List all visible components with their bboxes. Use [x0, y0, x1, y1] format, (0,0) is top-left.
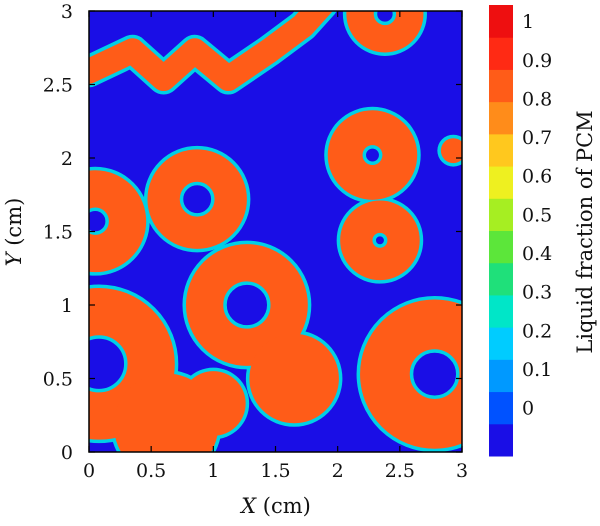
colorbar-tick-label: 0.8 [522, 88, 552, 110]
colorbar-swatch [489, 391, 513, 425]
colorbar-label: Liquid fraction of PCM [573, 110, 597, 353]
y-tick-label: 0 [61, 442, 73, 464]
plot-area [88, 10, 463, 453]
liquid-fraction-field [89, 11, 462, 452]
molten-ring [346, 11, 424, 53]
molten-band [89, 11, 333, 92]
molten-ring [89, 170, 147, 273]
colorbar-swatch [489, 37, 513, 70]
x-axis-label: X (cm) [239, 494, 311, 518]
colorbar-swatch [489, 166, 513, 199]
colorbar [489, 5, 513, 457]
colorbar-swatch [489, 359, 513, 393]
colorbar-swatch [489, 69, 513, 103]
colorbar-tick-label: 0.2 [522, 320, 552, 342]
colorbar-swatch [489, 423, 513, 457]
y-tick-label: 1 [61, 295, 73, 317]
colorbar-tick-label: 0.9 [522, 50, 552, 72]
y-axis-label: Y (cm) [2, 198, 26, 267]
colorbar-swatch [489, 294, 513, 328]
molten-disk [249, 333, 339, 424]
y-tick-label: 2.5 [43, 75, 73, 97]
molten-ring [340, 200, 420, 281]
x-tick-label: 2.5 [385, 460, 415, 482]
molten-ring [147, 149, 247, 249]
y-axis: 0 0.5 1 1.5 2 2.5 3 [43, 1, 462, 464]
x-tick-label: 3 [456, 460, 468, 482]
y-tick-label: 2 [61, 148, 73, 170]
x-tick-label: 0.5 [136, 460, 166, 482]
molten-disk [181, 371, 246, 436]
molten-ring [360, 299, 462, 449]
colorbar-tick-label: 0.1 [522, 359, 552, 381]
colorbar-swatch [489, 230, 513, 264]
colorbar-swatch [489, 198, 513, 231]
colorbar-swatch [489, 5, 513, 38]
colorbar-tick-label: 0.5 [522, 204, 552, 226]
molten-region-layer [89, 11, 462, 452]
molten-ring [185, 244, 308, 366]
y-tick-label: 0.5 [43, 369, 73, 391]
colorbar-tick-label: 0.4 [522, 243, 552, 265]
colorbar-swatch [489, 327, 513, 360]
molten-ring [327, 110, 418, 200]
colorbar-swatch [489, 262, 513, 296]
x-tick-label: 2 [332, 460, 344, 482]
colorbar-tick-label: 0.3 [522, 282, 552, 304]
colorbar-tick-label: 1 [522, 11, 534, 33]
colorbar-tick-label: 0 [522, 398, 534, 420]
molten-ring [89, 287, 175, 440]
x-tick-label: 0 [83, 460, 95, 482]
x-tick-label: 1 [207, 460, 219, 482]
colorbar-tick-label: 0.7 [522, 127, 552, 149]
molten-disk [440, 138, 462, 164]
y-tick-label: 3 [61, 1, 73, 23]
x-tick-label: 1.5 [260, 460, 290, 482]
colorbar-swatch [489, 133, 513, 167]
x-axis: 0 0.5 1 1.5 2 2.5 3 [83, 11, 468, 482]
colorbar-swatch [489, 101, 513, 135]
y-tick-label: 1.5 [43, 222, 73, 244]
colorbar-tick-label: 0.6 [522, 166, 552, 188]
colorbar-tick-labels: 0 0.1 0.2 0.3 0.4 0.5 0.6 0.7 0.8 0.9 1 [522, 11, 552, 420]
